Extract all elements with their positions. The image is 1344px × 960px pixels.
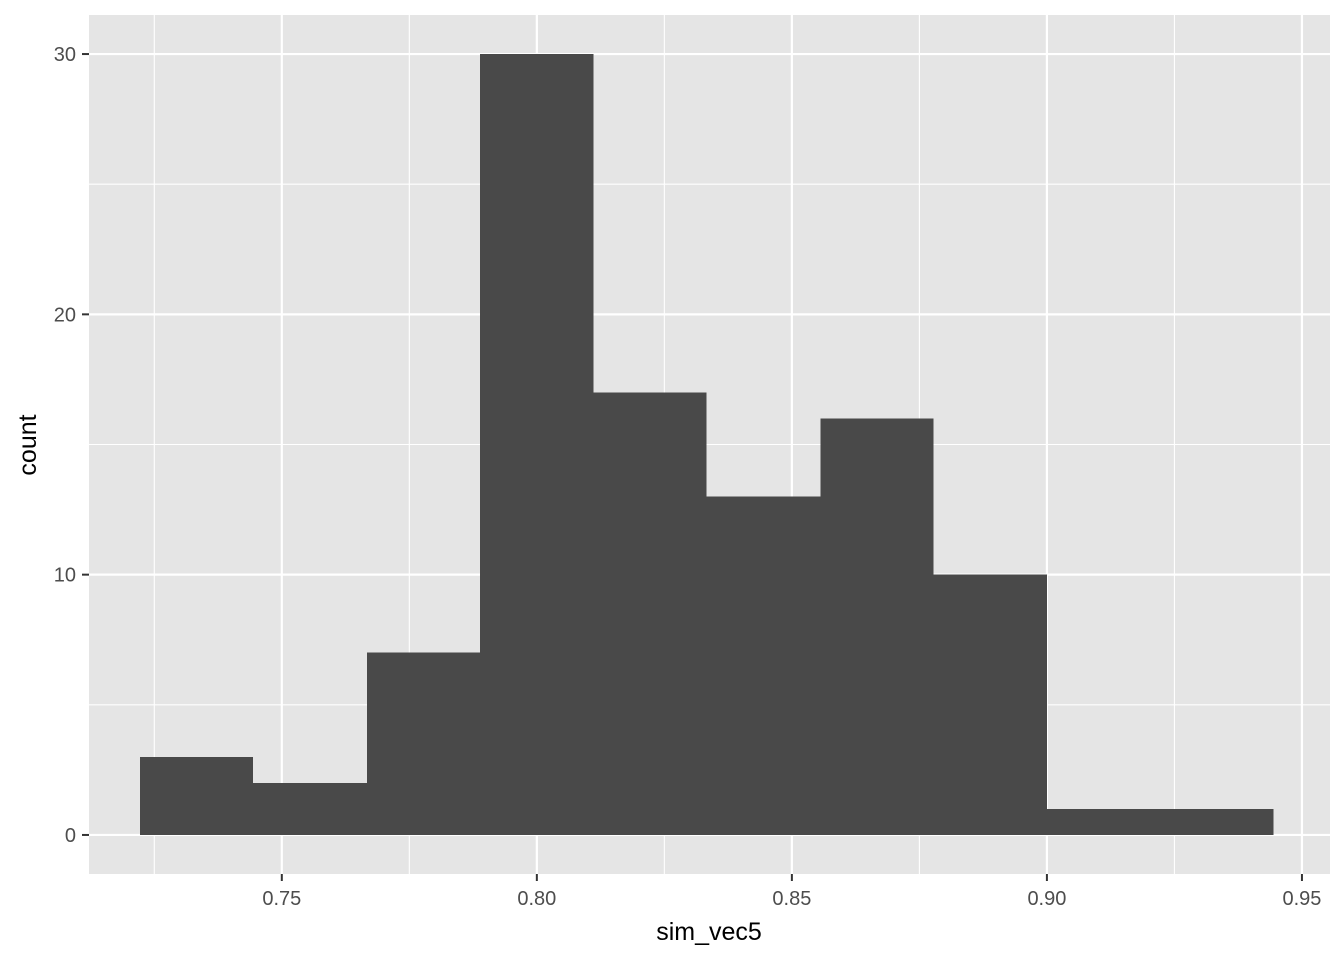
x-axis-title: sim_vec5: [656, 918, 762, 946]
histogram-bar: [1160, 808, 1274, 835]
histogram-bar: [706, 496, 821, 835]
histogram-bar: [820, 418, 934, 835]
histogram-bar: [140, 756, 254, 835]
x-tick-label: 0.80: [517, 888, 556, 910]
y-axis: 0 10 20 30: [54, 44, 89, 847]
histogram-bar: [593, 392, 707, 835]
histogram-bars: [140, 54, 1274, 835]
x-tick-label: 0.75: [262, 888, 301, 910]
x-tick-label: 0.85: [772, 888, 811, 910]
x-tick-label: 0.90: [1027, 888, 1066, 910]
histogram-bar: [366, 652, 481, 835]
y-tick-label: 0: [65, 825, 76, 847]
histogram-bar: [933, 574, 1047, 835]
y-tick-label: 20: [54, 304, 76, 326]
x-axis: 0.75 0.80 0.85 0.90 0.95: [262, 874, 1321, 910]
histogram-bar: [1046, 808, 1161, 835]
y-tick-label: 10: [54, 565, 76, 587]
histogram-bar: [253, 782, 367, 835]
x-tick-label: 0.95: [1282, 888, 1321, 910]
y-axis-title: count: [14, 414, 42, 475]
y-tick-label: 30: [54, 44, 76, 66]
histogram-bar: [480, 54, 594, 835]
